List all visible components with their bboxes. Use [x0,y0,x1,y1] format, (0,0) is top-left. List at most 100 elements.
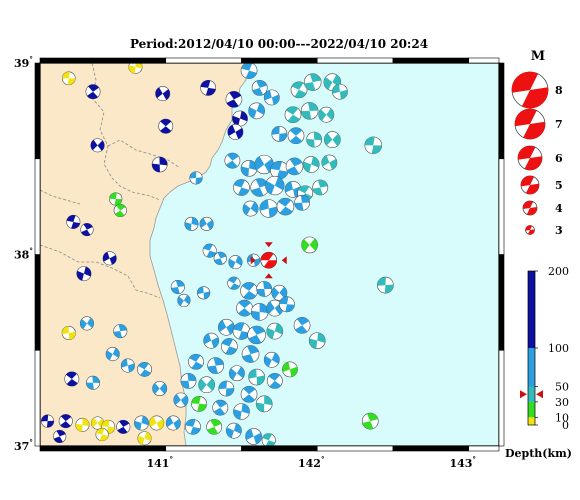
map-frame [34,57,505,452]
magnitude-legend-entry: 4 [522,200,563,216]
earthquake-event [266,372,283,389]
earthquake-event [284,106,302,124]
earthquake-event [224,152,241,169]
earthquake-event [170,280,185,295]
earthquake-event [113,203,127,218]
earthquake-event [151,156,168,173]
earthquake-event [290,81,308,99]
location-marker [281,256,287,265]
earthquake-event [321,154,338,171]
magnitude-legend-title: M [531,49,545,64]
earthquake-event [233,179,250,196]
earthquake-event [248,102,265,120]
earthquake-event [300,102,319,120]
earthquake-event [232,110,248,127]
earthquake-event [226,422,242,439]
location-marker [264,273,273,279]
earthquake-event [250,178,269,197]
depth-marker [520,390,527,399]
earthquake-event [306,131,323,148]
earthquake-event [200,79,217,96]
earthquake-event [332,83,348,100]
highlight-event [250,242,287,279]
earthquake-event [261,433,276,448]
earthquake-event [270,161,289,180]
location-marker [264,242,273,248]
earthquake-event [240,385,258,403]
earthquake-event [287,127,305,145]
earthquake-event [265,175,285,196]
depth-colorbar-tick: 200 [548,265,569,278]
magnitude-legend: M 8 7 6 5 4 3 [511,49,563,237]
depth-colorbar-tick: 10 [555,411,569,424]
earthquake-event [247,325,266,345]
earthquake-event [259,199,278,218]
earthquake-event [180,372,197,389]
earthquake-event [64,371,80,387]
earthquake-event [90,138,105,153]
earthquake-event [102,251,117,266]
earthquake-event [79,316,94,331]
earthquake-event [85,375,101,390]
earthquake-event [188,353,204,370]
location-marker [250,256,256,265]
earthquake-event [58,414,73,429]
earthquake-event [185,418,201,435]
earthquake-event [177,293,191,308]
earthquake-event [213,251,227,265]
earthquake-event [236,299,253,317]
earthquake-event [225,91,243,108]
earthquake-event [308,332,326,350]
earthquake-event [263,89,280,106]
depth-colorbar-tick: 30 [555,396,569,409]
longitude-label: 141° [146,455,172,470]
earthquake-event [285,157,304,176]
earthquake-event [227,124,244,140]
depth-colorbar-tick: 50 [555,381,569,394]
magnitude-legend-label: 3 [555,224,563,237]
earthquake-event [266,322,284,340]
earthquake-event [137,431,152,446]
earthquake-event [184,216,199,231]
earthquake-event [229,365,245,382]
earthquake-event [120,358,135,373]
earthquake-event [324,131,341,148]
earthquake-event [80,223,94,237]
earthquake-event [158,118,174,134]
earthquake-event [221,338,238,355]
depth-marker [536,390,543,399]
earthquake-event [75,417,90,432]
earthquake-event [66,214,81,229]
earthquake-event [240,62,258,80]
magnitude-legend-entry: 8 [511,71,563,109]
earthquake-event [271,125,288,142]
longitude-label: 143° [449,455,475,470]
earthquake-event [242,200,259,217]
depth-colorbar-segment [528,348,535,387]
earthquake-event [251,79,268,96]
depth-colorbar: Depth(km) 200 100 50 30 100 [505,265,572,460]
longitude-label: 142° [298,455,324,470]
earthquake-event [109,192,123,206]
magnitude-legend-label: 7 [555,118,563,131]
magnitude-legend-entry: 3 [525,224,563,237]
earthquake-event [61,325,76,341]
earthquake-event [199,216,214,231]
earthquake-event [282,361,298,378]
earthquake-event [206,418,223,435]
highlight-event-quadrant [260,252,274,261]
earthquake-event [250,303,269,321]
latitude-label: 37° [14,438,33,453]
earthquake-event [113,324,128,339]
earthquake-event [318,106,335,123]
highlight-event-quadrant [263,260,277,269]
earthquake-event [116,419,131,434]
earthquake-event [53,429,67,444]
map-title: Period:2012/04/10 00:00---2022/04/10 20:… [130,37,428,51]
earthquake-event [198,376,215,394]
earthquake-event [255,395,273,413]
earthquake-event [377,276,394,294]
earthquake-event [302,156,320,173]
earthquake-event [207,357,225,374]
latitude-label: 39° [14,55,33,70]
